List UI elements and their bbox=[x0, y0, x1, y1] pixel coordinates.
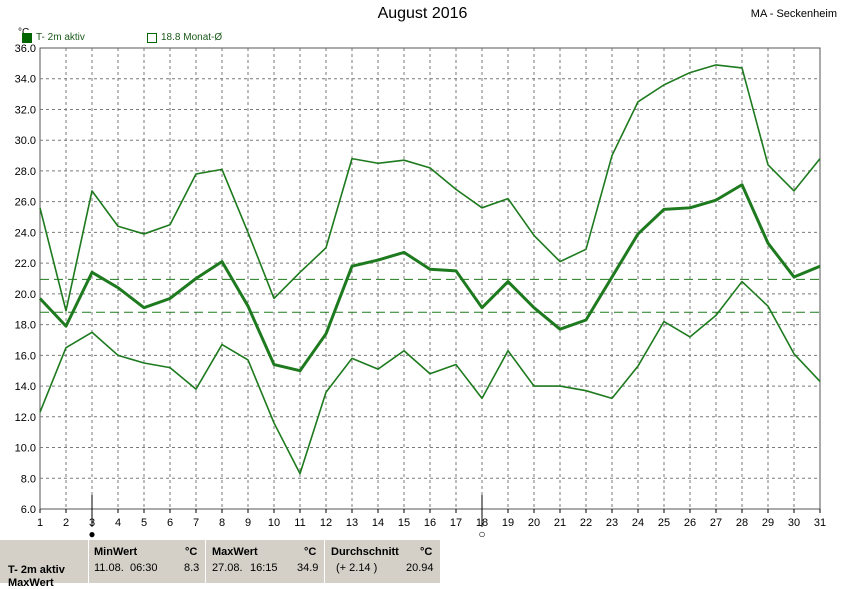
x-tick-label: 13 bbox=[346, 517, 358, 529]
x-tick-label: 9 bbox=[245, 517, 251, 529]
x-tick-label: 31 bbox=[814, 517, 826, 529]
x-tick-label: 1 bbox=[37, 517, 43, 529]
marker-symbol: ○ bbox=[478, 527, 485, 540]
x-tick-label: 17 bbox=[450, 517, 462, 529]
x-tick-label: 30 bbox=[788, 517, 800, 529]
legend-mean: 18.8 Monat-Ø bbox=[147, 32, 222, 43]
stats-row-label: T- 2m aktiv bbox=[8, 564, 65, 576]
y-tick-label: 10.0 bbox=[15, 443, 36, 455]
y-tick-label: 18.0 bbox=[15, 320, 36, 332]
y-tick-label: 24.0 bbox=[15, 227, 36, 239]
legend-series: T- 2m aktiv bbox=[22, 32, 85, 43]
x-tick-label: 19 bbox=[502, 517, 514, 529]
x-tick-label: 29 bbox=[762, 517, 774, 529]
station-name: MA - Seckenheim bbox=[750, 8, 837, 20]
min-unit: °C bbox=[185, 546, 198, 558]
y-tick-label: 34.0 bbox=[15, 74, 36, 86]
y-tick-label: 14.0 bbox=[15, 381, 36, 393]
legend-series-swatch bbox=[22, 32, 32, 43]
x-tick-label: 15 bbox=[398, 517, 410, 529]
x-tick-label: 8 bbox=[219, 517, 225, 529]
y-tick-label: 8.0 bbox=[21, 473, 36, 485]
x-tick-label: 27 bbox=[710, 517, 722, 529]
min-header: MinWert bbox=[94, 546, 138, 558]
legend-mean-label: 18.8 Monat-Ø bbox=[161, 32, 223, 43]
series-line-min bbox=[39, 280, 821, 475]
avg-delta: (+ 2.14 ) bbox=[336, 562, 378, 574]
y-tick-label: 26.0 bbox=[15, 197, 36, 209]
x-tick-label: 24 bbox=[632, 517, 644, 529]
x-tick-label: 10 bbox=[268, 517, 280, 529]
x-tick-label: 28 bbox=[736, 517, 748, 529]
x-tick-label: 22 bbox=[580, 517, 592, 529]
y-tick-label: 20.0 bbox=[15, 289, 36, 301]
y-tick-label: 30.0 bbox=[15, 135, 36, 147]
x-tick-label: 14 bbox=[372, 517, 384, 529]
stats-bar: T- 2m aktiv MaxWert MinWert °C 11.08. 06… bbox=[0, 540, 845, 589]
x-tick-label: 16 bbox=[424, 517, 436, 529]
y-tick-label: 32.0 bbox=[15, 104, 36, 116]
series-line-mean bbox=[38, 183, 821, 373]
marker-symbol: ● bbox=[88, 527, 95, 540]
chart-title: August 2016 bbox=[377, 5, 468, 22]
stats-row-label-2: MaxWert bbox=[8, 577, 54, 589]
x-tick-label: 20 bbox=[528, 517, 540, 529]
min-value: 8.3 bbox=[184, 562, 200, 574]
min-date: 11.08. bbox=[94, 562, 124, 574]
legend-mean-swatch bbox=[147, 32, 157, 43]
x-tick-label: 23 bbox=[606, 517, 618, 529]
legend-series-label: T- 2m aktiv bbox=[36, 32, 85, 43]
avg-unit: °C bbox=[420, 546, 433, 558]
y-tick-label: 12.0 bbox=[15, 412, 36, 424]
max-date: 27.08. bbox=[212, 562, 243, 574]
y-tick-label: 16.0 bbox=[15, 350, 36, 362]
y-tick-label: 22.0 bbox=[15, 258, 36, 270]
series-line-max bbox=[39, 64, 821, 312]
avg-header: Durchschnitt bbox=[331, 546, 399, 558]
max-unit: °C bbox=[304, 546, 317, 558]
temperature-chart: 6.08.010.012.014.016.018.020.022.024.026… bbox=[15, 43, 827, 540]
x-tick-label: 12 bbox=[320, 517, 332, 529]
stats-panel bbox=[0, 540, 440, 583]
y-tick-label: 6.0 bbox=[21, 504, 36, 516]
max-header: MaxWert bbox=[212, 546, 258, 558]
min-time: 06:30 bbox=[130, 562, 158, 574]
y-tick-label: 28.0 bbox=[15, 166, 36, 178]
avg-value: 20.94 bbox=[406, 562, 434, 574]
x-tick-label: 21 bbox=[554, 517, 566, 529]
x-tick-label: 26 bbox=[684, 517, 696, 529]
x-tick-label: 5 bbox=[141, 517, 147, 529]
x-tick-label: 4 bbox=[115, 517, 121, 529]
x-tick-label: 11 bbox=[294, 517, 305, 529]
x-tick-label: 25 bbox=[658, 517, 670, 529]
x-tick-label: 6 bbox=[167, 517, 173, 529]
x-tick-label: 2 bbox=[63, 517, 69, 529]
max-time: 16:15 bbox=[250, 562, 278, 574]
x-tick-label: 7 bbox=[193, 517, 199, 529]
max-value: 34.9 bbox=[297, 562, 319, 574]
y-tick-label: 36.0 bbox=[15, 43, 36, 55]
